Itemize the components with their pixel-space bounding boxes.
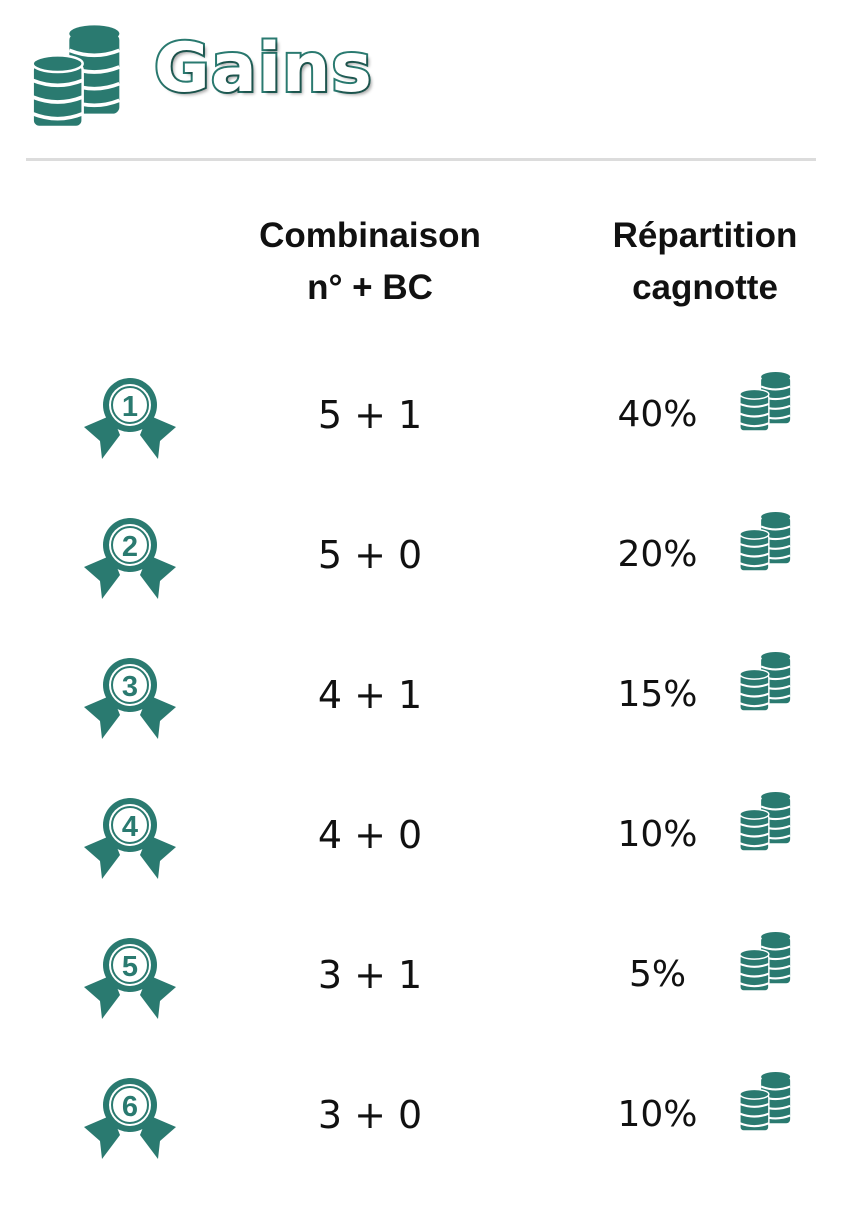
percent-value: 40% bbox=[617, 394, 698, 435]
medal-rank: 4 bbox=[122, 811, 138, 843]
percent-value: 10% bbox=[617, 814, 698, 855]
combination-value: 4 + 1 bbox=[317, 673, 423, 717]
page-header: Gains bbox=[26, 22, 816, 142]
coin-stack-icon bbox=[736, 371, 794, 433]
table-row: 5 3 + 1 5% bbox=[0, 905, 842, 1045]
table-row: 6 3 + 0 10% bbox=[0, 1045, 842, 1185]
coin-stack-icon bbox=[736, 791, 794, 853]
coin-stack-icon bbox=[736, 511, 794, 573]
medal-rank: 1 bbox=[122, 391, 138, 423]
coin-stack-icon bbox=[736, 651, 794, 713]
percent-value: 10% bbox=[617, 1094, 698, 1135]
table-row: 1 5 + 1 40% bbox=[0, 345, 842, 485]
medal-rank: 3 bbox=[122, 671, 138, 703]
prize-table: 1 5 + 1 40% 2 5 + 0 20% bbox=[0, 345, 842, 1185]
percent-value: 20% bbox=[617, 534, 698, 575]
medal-icon: 2 bbox=[84, 518, 176, 599]
column-header-distribution: Répartition cagnotte bbox=[612, 216, 798, 307]
table-row: 2 5 + 0 20% bbox=[0, 485, 842, 625]
medal-rank: 6 bbox=[122, 1091, 138, 1123]
table-row: 4 4 + 0 10% bbox=[0, 765, 842, 905]
medal-rank: 2 bbox=[122, 531, 138, 563]
medal-icon: 3 bbox=[84, 658, 176, 739]
percent-value: 5% bbox=[628, 954, 687, 995]
medal-icon: 1 bbox=[84, 378, 176, 459]
medal-icon: 6 bbox=[84, 1078, 176, 1159]
coin-stack-icon bbox=[26, 22, 126, 132]
coin-stack-icon bbox=[736, 931, 794, 993]
column-header-combination: Combinaison n° + BC bbox=[259, 216, 481, 307]
medal-icon: 5 bbox=[84, 938, 176, 1019]
combination-value: 5 + 1 bbox=[317, 393, 423, 437]
coin-stack-icon bbox=[736, 1071, 794, 1133]
combination-value: 4 + 0 bbox=[317, 813, 423, 857]
medal-rank: 5 bbox=[122, 951, 138, 983]
combination-value: 5 + 0 bbox=[317, 533, 423, 577]
percent-value: 15% bbox=[617, 674, 698, 715]
combination-value: 3 + 0 bbox=[317, 1093, 423, 1137]
combination-value: 3 + 1 bbox=[317, 953, 423, 997]
table-row: 3 4 + 1 15% bbox=[0, 625, 842, 765]
header-divider bbox=[26, 158, 816, 161]
medal-icon: 4 bbox=[84, 798, 176, 879]
page-title: Gains bbox=[152, 29, 374, 108]
